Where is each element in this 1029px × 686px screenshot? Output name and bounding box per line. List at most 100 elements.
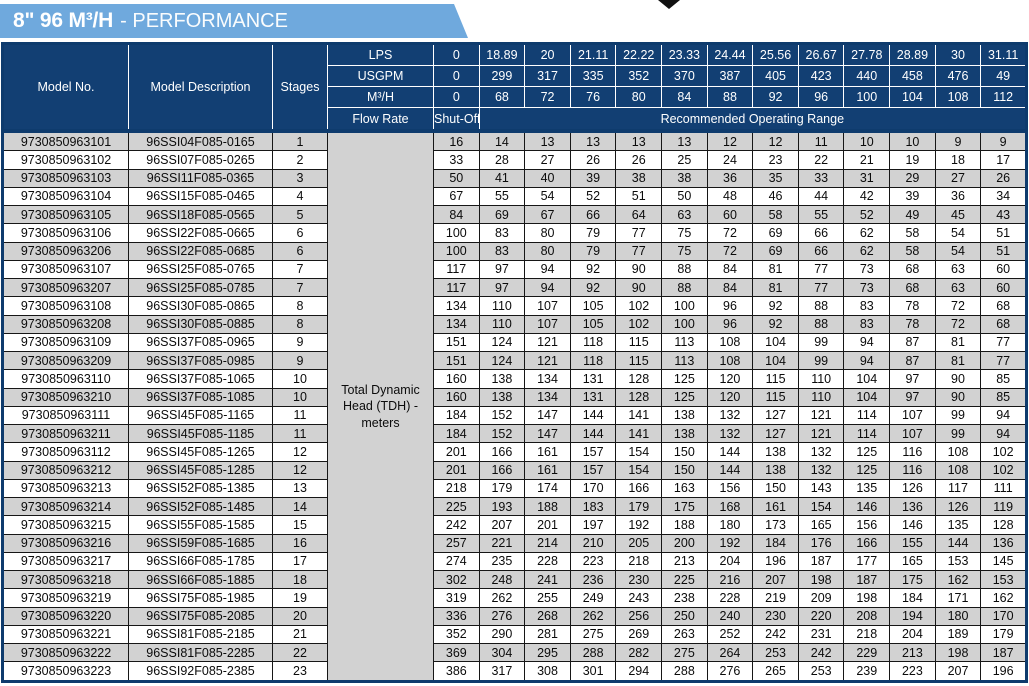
shut-off-value-cell: 184 [433,405,480,426]
range-value-cell: 60 [706,205,754,225]
model-description-cell: 96SSI52F085-1385 [128,478,273,499]
range-value-cell: 44 [797,186,845,207]
range-value-cell: 79 [569,241,617,261]
shut-off-value-cell: 201 [433,442,480,462]
flow-header-value: 18.89 [478,43,526,66]
range-value-cell: 99 [797,351,845,371]
flow-header-value: 23.33 [661,43,708,66]
range-value-cell: 166 [615,478,663,499]
stages-cell: 8 [272,296,328,316]
stages-cell: 17 [272,551,328,572]
range-value-cell: 163 [661,478,708,499]
range-value-cell: 63 [934,278,982,298]
range-value-cell: 125 [843,442,891,462]
table-row: 9730850963104 96SSI15F085-0465 4 67 55 54 52 51… [2,186,1027,207]
model-no-cell: 9730850963105 [2,205,129,225]
range-value-cell: 85 [980,369,1027,389]
range-value-cell: 92 [569,278,617,298]
range-value-cell: 223 [889,661,936,682]
model-description-cell: 96SSI45F085-1185 [128,424,273,444]
header-row-lps: Model No. Model Description Stages LPS 0… [2,43,1027,132]
range-value-cell: 171 [934,588,982,608]
range-value-cell: 138 [752,460,799,480]
range-value-cell: 239 [843,661,891,682]
range-value-cell: 90 [934,387,982,407]
model-description-cell: 96SSI11F085-0365 [128,168,273,188]
range-value-cell: 125 [661,387,708,407]
recommended-range-label: Recommended Operating Range [478,107,1028,132]
range-value-cell: 52 [569,186,617,207]
range-value-cell: 114 [843,405,891,426]
range-value-cell: 36 [934,186,982,207]
range-value-cell: 166 [478,460,526,480]
range-value-cell: 64 [615,205,663,225]
range-value-cell: 52 [843,205,891,225]
range-value-cell: 150 [661,460,708,480]
stages-cell: 8 [272,314,328,334]
shut-off-value-cell: 160 [433,369,480,389]
range-value-cell: 83 [843,314,891,334]
flow-header-value: 88 [706,86,754,108]
range-value-cell: 252 [706,624,754,645]
range-value-cell: 196 [752,551,799,572]
header-row-usgpm: USGPM 0 299 317 335 352 370 387 405 423 440 458 476… [3,65,1027,87]
stages-cell: 11 [272,405,328,426]
range-value-cell: 177 [843,551,891,572]
range-value-cell: 72 [934,314,982,334]
model-description-cell: 96SSI30F085-0865 [128,296,273,316]
range-value-cell: 88 [797,314,845,334]
shut-off-value-cell: 274 [433,551,480,572]
range-value-cell: 81 [752,259,799,280]
range-value-cell: 121 [524,332,571,353]
model-no-cell: 9730850963217 [2,551,129,572]
model-description-cell: 96SSI45F085-1165 [128,405,273,426]
table-row: 9730850963220 96SSI75F085-2085 20 336 276 268… [2,606,1027,626]
range-value-cell: 187 [843,570,891,590]
range-value-cell: 120 [706,369,754,389]
stages-cell: 7 [272,259,328,280]
flow-header-value: 0 [433,65,480,87]
range-value-cell: 116 [889,460,936,480]
range-value-cell: 94 [843,332,891,353]
range-value-cell: 12 [752,129,799,152]
range-value-cell: 94 [524,259,571,280]
range-value-cell: 230 [752,606,799,626]
range-value-cell: 275 [661,643,708,663]
range-value-cell: 165 [889,551,936,572]
range-value-cell: 45 [934,205,982,225]
range-value-cell: 100 [661,314,708,334]
stages-cell: 1 [272,129,328,152]
range-value-cell: 193 [478,497,526,517]
flow-header-value: 104 [889,86,936,108]
model-description-cell: 96SSI15F085-0465 [128,186,273,207]
range-value-cell: 136 [980,533,1027,553]
shut-off-label: Shut-Off [433,107,480,132]
page-title-suffix: - PERFORMANCE [120,9,288,32]
range-value-cell: 282 [615,643,663,663]
table-row: 9730850963101 96SSI04F085-0165 1 Total Dyna… [2,129,1027,682]
range-value-cell: 150 [752,478,799,499]
range-value-cell: 290 [478,624,526,645]
page-title: 8" 96 M³/H [13,9,114,32]
range-value-cell: 243 [615,588,663,608]
model-no-cell: 9730850963108 [2,296,129,316]
shut-off-value-cell: 225 [433,497,480,517]
flow-header-value: 299 [478,65,526,87]
range-value-cell: 188 [524,497,571,517]
range-value-cell: 147 [524,424,571,444]
range-value-cell: 236 [569,570,617,590]
range-value-cell: 157 [569,442,617,462]
range-value-cell: 107 [889,424,936,444]
range-value-cell: 77 [980,351,1027,371]
range-value-cell: 248 [478,570,526,590]
range-value-cell: 90 [615,259,663,280]
range-value-cell: 218 [615,551,663,572]
range-value-cell: 79 [569,223,617,243]
range-value-cell: 192 [615,515,663,535]
range-value-cell: 170 [569,478,617,499]
range-value-cell: 146 [889,515,936,535]
range-value-cell: 269 [615,624,663,645]
range-value-cell: 113 [661,332,708,353]
range-value-cell: 24 [706,150,754,170]
